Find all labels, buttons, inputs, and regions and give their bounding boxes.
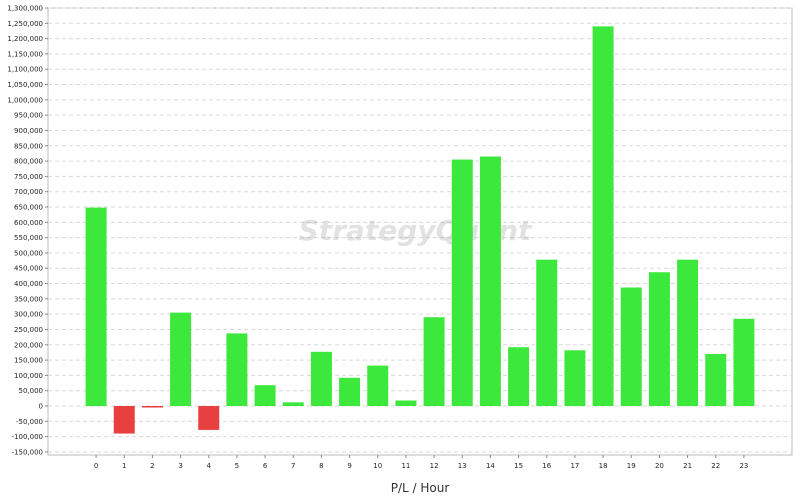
bar-hour-5: [226, 333, 248, 407]
y-tick-label: 0: [39, 403, 43, 411]
x-tick-label: 12: [430, 462, 439, 470]
x-tick-label: 22: [711, 462, 720, 470]
bar-hour-19: [620, 287, 642, 407]
x-tick-label: 14: [486, 462, 495, 470]
x-tick-label: 15: [514, 462, 523, 470]
bar-hour-3: [170, 312, 192, 407]
y-tick-label: 500,000: [14, 249, 43, 257]
bar-hour-23: [733, 318, 755, 407]
bar-hour-4: [198, 406, 220, 430]
bar-hour-20: [648, 272, 670, 407]
y-tick-label: 450,000: [14, 265, 43, 273]
x-tick-label: 9: [347, 462, 351, 470]
bar-hour-2: [141, 406, 163, 408]
y-tick-label: 1,050,000: [7, 81, 43, 89]
x-tick-label: 6: [263, 462, 268, 470]
x-tick-label: 18: [599, 462, 608, 470]
y-tick-label: 600,000: [14, 219, 43, 227]
bar-hour-6: [254, 385, 276, 407]
bar-hour-11: [395, 400, 417, 407]
x-tick-label: 1: [122, 462, 126, 470]
x-tick-label: 5: [235, 462, 239, 470]
x-tick-label: 7: [291, 462, 295, 470]
x-tick-label: 21: [683, 462, 692, 470]
bar-hour-1: [113, 406, 135, 434]
x-axis: 0 1 2 3 4 5 6 7 8 9 10 11 12 13 14 15 16 17 18 19 20 21 22 23: [94, 455, 748, 470]
x-tick-label: 19: [627, 462, 636, 470]
x-tick-label: 23: [739, 462, 748, 470]
bar-hour-7: [282, 402, 304, 407]
y-tick-label: 350,000: [14, 295, 43, 303]
y-tick-label: 1,300,000: [7, 5, 43, 13]
y-tick-label: 300,000: [14, 311, 43, 319]
bar-hour-0: [85, 207, 107, 407]
y-tick-label: 50,000: [19, 387, 44, 395]
bar-hour-12: [423, 317, 445, 407]
y-tick-label: 250,000: [14, 326, 43, 334]
y-tick-label: 1,250,000: [7, 20, 43, 28]
y-tick-label: 1,200,000: [7, 35, 43, 43]
y-tick-label: 650,000: [14, 204, 43, 212]
bar-hour-14: [479, 156, 501, 407]
bar-layer: [85, 26, 755, 434]
bar-hour-9: [339, 377, 361, 407]
x-tick-label: 2: [150, 462, 154, 470]
y-tick-label: 200,000: [14, 341, 43, 349]
x-tick-label: 3: [178, 462, 182, 470]
y-tick-label: 700,000: [14, 188, 43, 196]
bar-hour-16: [536, 259, 558, 407]
x-tick-label: 16: [542, 462, 551, 470]
y-axis: 1,300,000 1,250,000 1,200,000 1,150,000 1,10…: [7, 5, 48, 456]
y-tick-label: 1,150,000: [7, 50, 43, 58]
x-tick-label: 20: [655, 462, 664, 470]
x-axis-title: P/L / Hour: [391, 481, 450, 495]
bar-hour-18: [592, 26, 614, 407]
bar-hour-13: [451, 159, 473, 407]
y-tick-label: 850,000: [14, 142, 43, 150]
y-tick-label: 100,000: [14, 372, 43, 380]
x-tick-label: 10: [373, 462, 382, 470]
y-tick-label: 800,000: [14, 158, 43, 166]
bar-hour-17: [564, 350, 586, 407]
bar-hour-21: [677, 259, 699, 407]
x-tick-label: 4: [207, 462, 212, 470]
y-tick-label: 900,000: [14, 127, 43, 135]
x-tick-label: 11: [401, 462, 410, 470]
bar-hour-22: [705, 353, 727, 407]
y-tick-label: 1,100,000: [7, 66, 43, 74]
bar-hour-10: [367, 365, 389, 407]
x-tick-label: 8: [319, 462, 323, 470]
bar-hour-15: [508, 347, 530, 407]
x-tick-label: 17: [570, 462, 579, 470]
y-tick-label: 400,000: [14, 280, 43, 288]
y-tick-label: -150,000: [12, 448, 43, 456]
x-tick-label: 0: [94, 462, 98, 470]
y-tick-label: 750,000: [14, 173, 43, 181]
bar-hour-8: [310, 351, 332, 407]
x-tick-label: 13: [458, 462, 467, 470]
y-tick-label: 1,000,000: [7, 96, 43, 104]
y-tick-label: 550,000: [14, 234, 43, 242]
y-tick-label: 150,000: [14, 357, 43, 365]
y-tick-label: 950,000: [14, 112, 43, 120]
y-tick-label: -50,000: [16, 418, 43, 426]
y-tick-label: -100,000: [12, 433, 43, 441]
